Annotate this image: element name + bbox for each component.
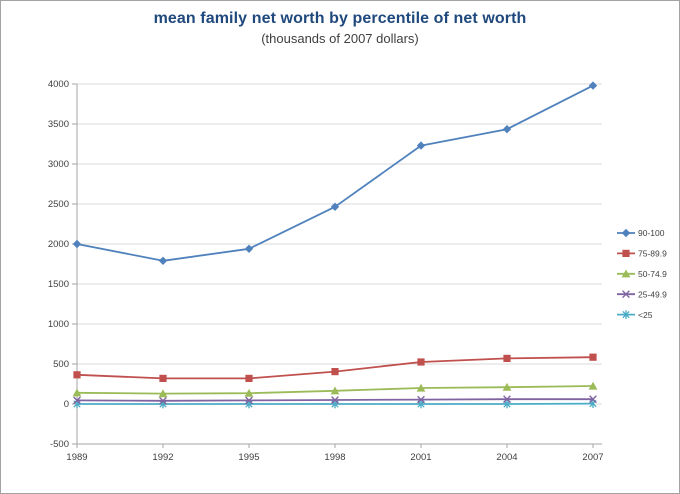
series-point-marker-square — [245, 374, 253, 382]
series-point-marker-square — [417, 358, 425, 366]
series-point-marker-triangle — [330, 386, 340, 395]
x-tick-label: 1992 — [152, 452, 173, 463]
series-point-marker-diamond — [502, 125, 512, 134]
series-point-marker-diamond — [416, 141, 426, 150]
y-tick-label: 1000 — [48, 319, 69, 330]
series-line-90-100 — [76, 84, 594, 262]
series-line-75-89.9 — [76, 356, 594, 380]
series-point-marker-triangle — [72, 388, 82, 397]
series-point-marker-x — [159, 396, 167, 405]
series-point-marker-x — [589, 395, 597, 404]
x-tick-label: 1989 — [66, 452, 87, 463]
y-tick-label: 3000 — [48, 159, 69, 170]
series-point-marker-diamond — [158, 256, 168, 265]
y-tick-label: 4000 — [48, 79, 69, 90]
y-tick-label: 0 — [64, 399, 69, 410]
series-point-marker-triangle — [502, 382, 512, 391]
series-point-marker-square — [159, 374, 167, 382]
y-tick-label: 1500 — [48, 279, 69, 290]
y-tick-label: 500 — [53, 359, 69, 370]
series-point-marker-x — [73, 396, 81, 405]
series-point-marker-x — [417, 395, 425, 404]
series-point-marker-triangle — [588, 381, 598, 390]
series-point-marker-triangle — [158, 389, 168, 398]
y-tick-label: 2500 — [48, 199, 69, 210]
series-point-marker-square — [73, 371, 81, 379]
x-tick-label: 1995 — [238, 452, 259, 463]
y-tick-label: -500 — [50, 439, 69, 450]
series-point-marker-triangle — [416, 383, 426, 392]
series-point-marker-square — [589, 353, 597, 361]
legend-label-25-49.9: 25-49.9 — [638, 289, 667, 299]
legend-marker-triangle — [621, 269, 631, 278]
legend-marker-asterisk — [622, 310, 630, 319]
legend-label-50-74.9: 50-74.9 — [638, 269, 667, 279]
series-point-marker-diamond — [72, 239, 82, 249]
y-tick-label: 3500 — [48, 119, 69, 130]
series-point-marker-diamond — [244, 244, 254, 253]
legend-marker-square — [622, 249, 630, 257]
legend-label-25: <25 — [638, 310, 653, 320]
legend-label-90-100: 90-100 — [638, 228, 665, 238]
series-point-marker-x — [331, 396, 339, 404]
y-tick-label: 2000 — [48, 239, 69, 250]
legend-marker-diamond — [621, 228, 631, 238]
series-point-marker-x — [245, 396, 253, 405]
x-tick-label: 2007 — [582, 452, 603, 463]
series-point-marker-triangle — [244, 388, 254, 397]
series-point-marker-diamond — [330, 202, 340, 211]
legend-label-75-89.9: 75-89.9 — [638, 249, 667, 259]
series-point-marker-x — [503, 395, 511, 404]
x-tick-label: 2004 — [496, 452, 517, 463]
x-tick-label: 2001 — [410, 452, 431, 463]
series-point-marker-diamond — [588, 81, 598, 90]
series-point-marker-square — [331, 368, 339, 376]
legend-marker-x — [622, 290, 630, 299]
series-point-marker-square — [503, 354, 511, 362]
x-tick-label: 1998 — [324, 452, 345, 463]
